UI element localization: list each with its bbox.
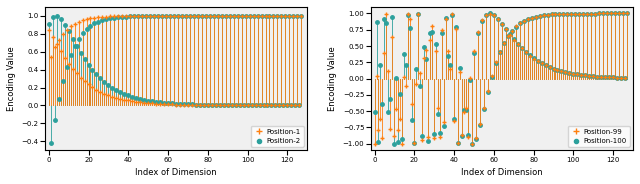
Position-1 (285, 15, 293, 17)
Position-100 (390, 143, 398, 145)
Position-1 (106, 15, 114, 18)
Position-99 (464, 135, 472, 138)
Position-99 (468, 143, 476, 145)
Position-2 (150, 15, 158, 17)
Y-axis label: Encoding Value: Encoding Value (7, 46, 16, 111)
Position-2 (140, 99, 148, 101)
Position-100 (466, 79, 474, 81)
Position-1 (298, 15, 305, 17)
Position-2 (287, 104, 295, 107)
Position-1 (148, 102, 156, 105)
Position-100 (613, 77, 621, 79)
Legend: Position-99, Position-100: Position-99, Position-100 (568, 126, 630, 147)
Position-100 (435, 113, 442, 115)
Position-1 (296, 104, 303, 107)
Position-99 (613, 77, 621, 79)
Position-99 (371, 143, 378, 145)
Position-1 (262, 15, 269, 17)
Position-1 (176, 104, 184, 106)
Line: Position-1: Position-1 (46, 13, 304, 108)
Position-100 (504, 35, 511, 38)
Position-99 (433, 50, 440, 52)
Position-2 (45, 23, 52, 25)
Position-100 (371, 110, 378, 113)
Y-axis label: Encoding Value: Encoding Value (328, 46, 337, 111)
X-axis label: Index of Dimension: Index of Dimension (135, 168, 217, 177)
Position-99 (476, 123, 484, 125)
Line: Position-100: Position-100 (372, 12, 629, 146)
Position-100 (476, 124, 484, 126)
Position-2 (109, 86, 116, 89)
Position-99 (504, 35, 511, 37)
Position-2 (47, 142, 54, 144)
Line: Position-99: Position-99 (372, 11, 630, 146)
Position-99 (589, 75, 597, 77)
Position-100 (589, 75, 597, 77)
Position-2 (178, 15, 186, 17)
Position-100 (623, 12, 631, 15)
Position-2 (264, 104, 271, 107)
Position-2 (298, 15, 305, 17)
X-axis label: Index of Dimension: Index of Dimension (461, 168, 543, 177)
Position-1 (138, 15, 146, 17)
Position-99 (623, 12, 631, 15)
Line: Position-2: Position-2 (47, 14, 303, 144)
Legend: Position-1, Position-2: Position-1, Position-2 (251, 126, 304, 147)
Position-1 (45, 29, 52, 31)
